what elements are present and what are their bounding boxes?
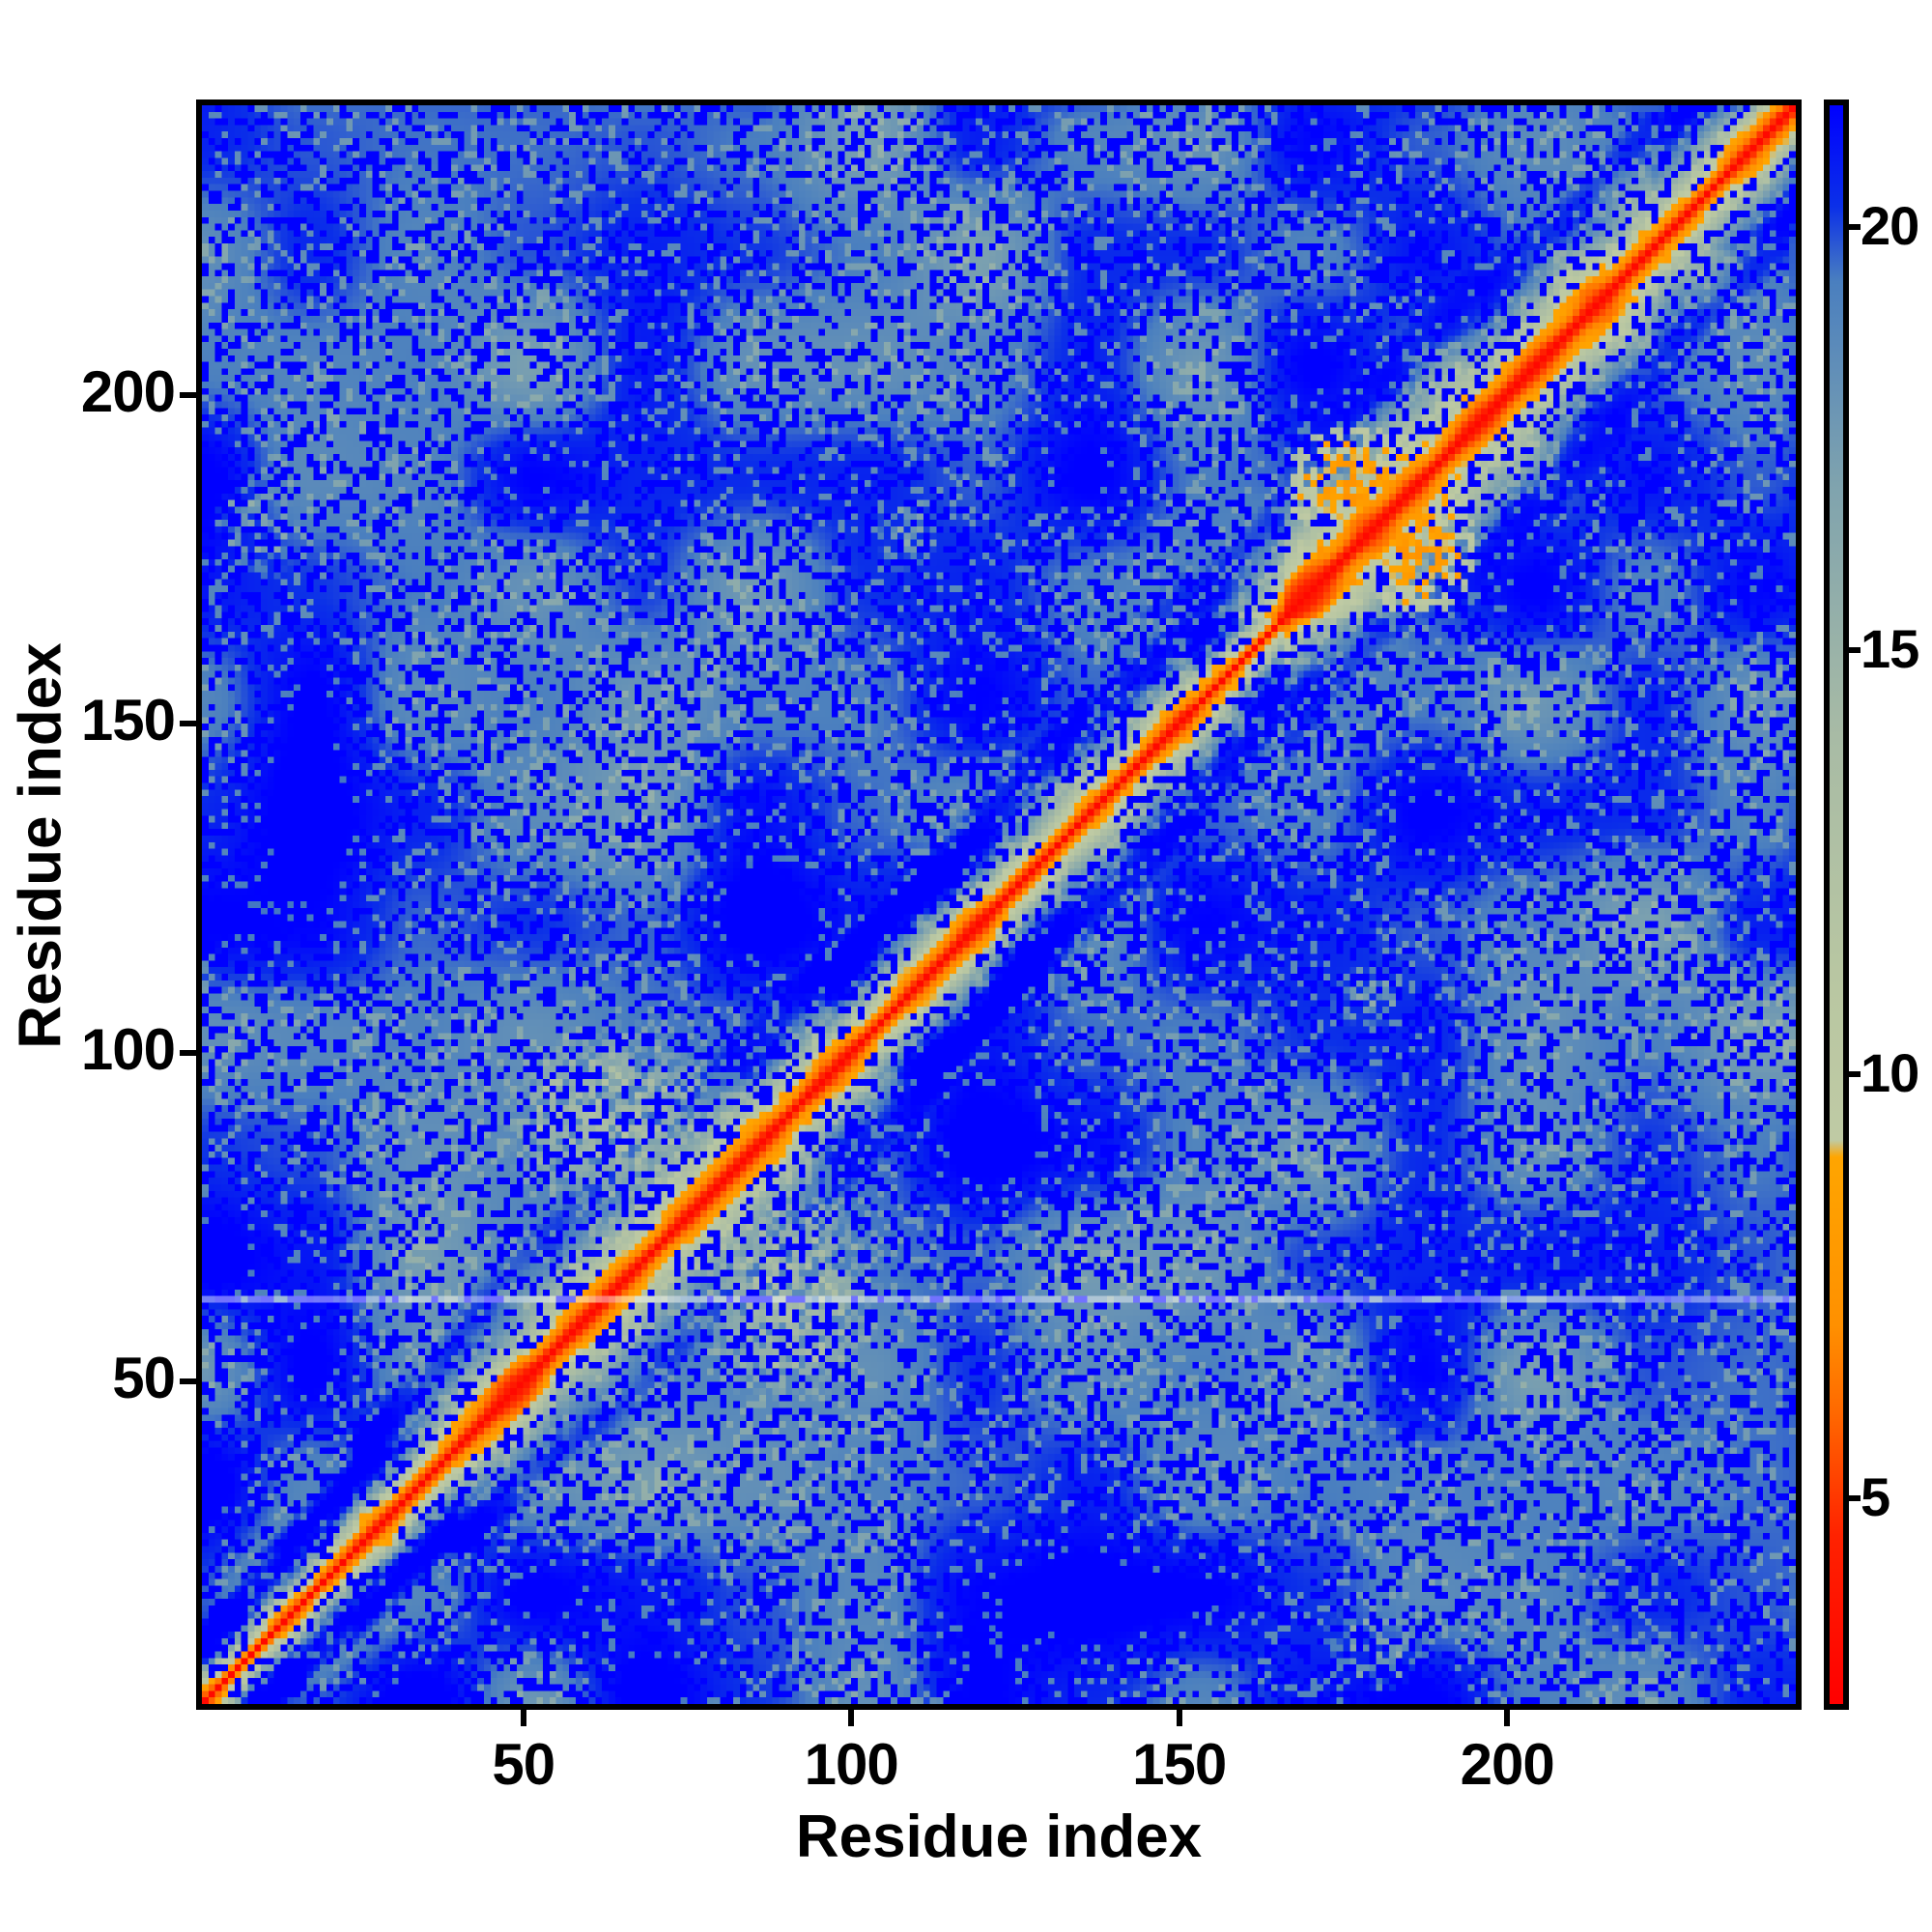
colorbar-tick-label: 20 <box>1861 194 1919 256</box>
x-tick-mark <box>1504 1710 1511 1726</box>
x-tick-label: 100 <box>804 1732 899 1797</box>
y-tick-label: 200 <box>80 358 176 424</box>
x-tick-mark <box>520 1710 526 1726</box>
colorbar-tick-mark <box>1847 223 1861 230</box>
y-tick-label: 150 <box>80 688 176 753</box>
x-tick-label: 50 <box>492 1732 555 1797</box>
y-tick-mark <box>180 1049 196 1056</box>
colorbar-tick-mark <box>1847 647 1861 654</box>
residue-distance-heatmap <box>202 105 1796 1704</box>
y-tick-label: 50 <box>112 1346 176 1411</box>
colorbar-tick-label: 15 <box>1861 618 1919 680</box>
colorbar-tick-mark <box>1847 1070 1861 1077</box>
x-tick-mark <box>1176 1710 1182 1726</box>
y-tick-mark <box>180 391 196 398</box>
colorbar-tick-label: 5 <box>1861 1465 1890 1527</box>
y-tick-mark <box>180 721 196 727</box>
x-tick-label: 200 <box>1460 1732 1555 1797</box>
x-tick-label: 150 <box>1132 1732 1227 1797</box>
x-tick-mark <box>848 1710 855 1726</box>
y-tick-mark <box>180 1378 196 1385</box>
y-axis-title: Residue index <box>7 642 74 1049</box>
colorbar-tick-label: 10 <box>1861 1041 1919 1103</box>
colorbar <box>1824 99 1849 1710</box>
heatmap-plot-area <box>196 99 1802 1710</box>
colorbar-tick-mark <box>1847 1494 1861 1501</box>
x-axis-title: Residue index <box>795 1804 1203 1870</box>
colorbar-gradient <box>1830 105 1843 1704</box>
y-tick-label: 100 <box>80 1016 176 1082</box>
